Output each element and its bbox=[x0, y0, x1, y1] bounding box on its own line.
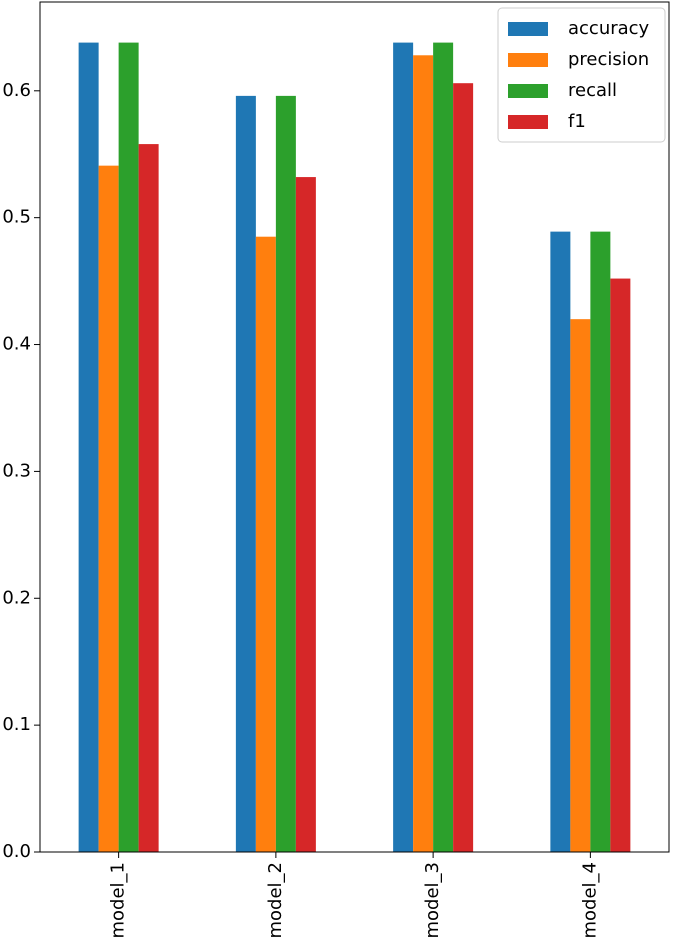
bar-recall-model_2 bbox=[275, 95, 296, 852]
plot-frame bbox=[39, 1, 670, 853]
bar-f1-model_3 bbox=[453, 83, 474, 852]
bars-group bbox=[78, 42, 631, 853]
legend-label-f1: f1 bbox=[568, 111, 586, 132]
bar-accuracy-model_1 bbox=[78, 42, 99, 852]
bar-accuracy-model_4 bbox=[550, 231, 571, 853]
x-tick-label: model_1 bbox=[108, 862, 129, 939]
axes-group: 0.0 0.1 0.2 0.3 0.4 0.5 0.6 model_1 model_2 model… bbox=[2, 1, 670, 939]
legend-label-precision: precision bbox=[568, 49, 649, 70]
y-tick-label: 0.6 bbox=[2, 80, 31, 101]
bar-accuracy-model_2 bbox=[235, 95, 256, 852]
bar-recall-model_4 bbox=[590, 231, 611, 853]
y-tick-label: 0.0 bbox=[2, 841, 31, 862]
y-tick-label: 0.4 bbox=[2, 334, 31, 355]
bar-precision-model_2 bbox=[255, 236, 276, 853]
x-tick-label: model_4 bbox=[579, 862, 600, 939]
bar-precision-model_1 bbox=[98, 165, 119, 852]
bar-accuracy-model_3 bbox=[393, 42, 414, 852]
y-tick-label: 0.1 bbox=[2, 714, 31, 735]
legend-swatch-accuracy bbox=[508, 22, 548, 36]
legend-box bbox=[497, 7, 666, 143]
bar-precision-model_4 bbox=[570, 319, 591, 852]
legend-label-accuracy: accuracy bbox=[568, 18, 650, 39]
legend-label-recall: recall bbox=[568, 80, 617, 101]
x-tick-label: model_3 bbox=[422, 862, 443, 939]
legend-swatch-f1 bbox=[508, 115, 548, 129]
bar-f1-model_1 bbox=[138, 144, 159, 853]
x-tick-label: model_2 bbox=[265, 862, 286, 939]
bar-f1-model_4 bbox=[610, 278, 631, 853]
y-tick-label: 0.5 bbox=[2, 207, 31, 228]
legend: accuracy precision recall f1 bbox=[497, 7, 666, 143]
bar-recall-model_1 bbox=[118, 42, 139, 852]
bar-recall-model_3 bbox=[433, 42, 454, 852]
y-tick-label: 0.3 bbox=[2, 460, 31, 481]
bar-f1-model_2 bbox=[295, 177, 316, 852]
legend-swatch-precision bbox=[508, 53, 548, 67]
legend-swatch-recall bbox=[508, 84, 548, 98]
bar-precision-model_3 bbox=[413, 55, 434, 853]
y-tick-label: 0.2 bbox=[2, 587, 31, 608]
